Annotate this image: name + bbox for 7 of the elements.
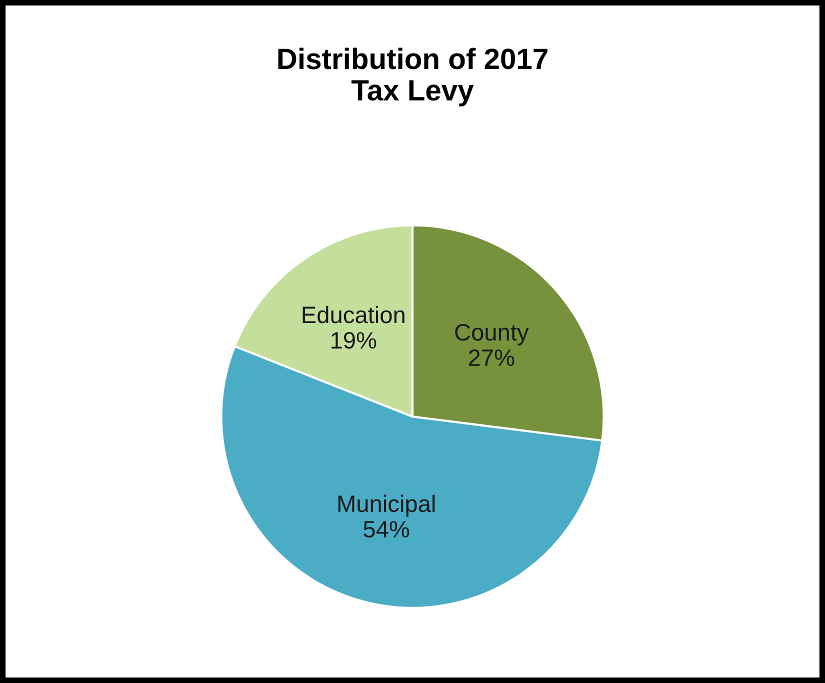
- data-label: 19%: [332, 332, 376, 349]
- slice-label: Education: [302, 306, 404, 324]
- slice-label: Municipal: [338, 494, 435, 517]
- data-label: 54%: [364, 520, 410, 538]
- slice-label: County: [455, 324, 529, 346]
- data-label: 27%: [468, 349, 514, 366]
- chart-title: Distribution of 2017 Tax Levy: [278, 48, 548, 106]
